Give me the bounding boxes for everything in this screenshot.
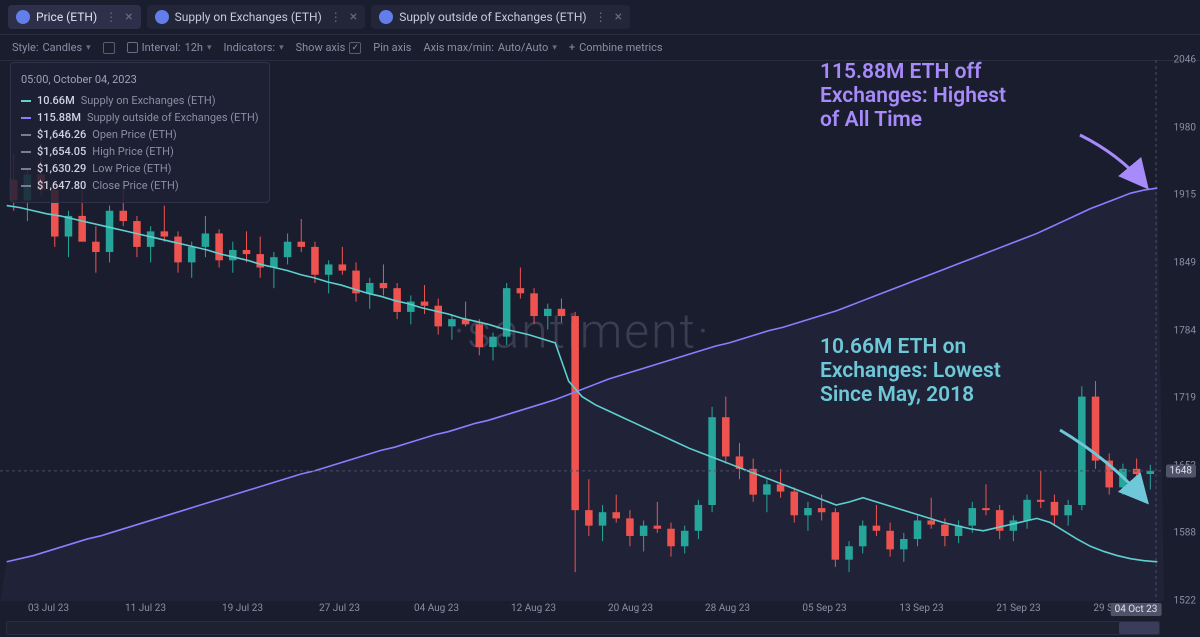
- eth-icon: [155, 10, 169, 24]
- x-tick: 05 Sep 23: [802, 603, 846, 614]
- y-tick: 1980: [1174, 123, 1196, 134]
- legend-row: 115.88MSupply outside of Exchanges (ETH): [21, 109, 259, 126]
- x-current-badge: 04 Oct 23: [1111, 603, 1162, 616]
- legend-row: $1,630.29Low Price (ETH): [21, 160, 259, 177]
- metric-tabs: Price (ETH) ⋮ × Supply on Exchanges (ETH…: [0, 0, 1200, 35]
- x-tick: 13 Sep 23: [899, 603, 943, 614]
- chevron-down-icon: ▾: [86, 43, 91, 53]
- checkbox-icon: ✓: [349, 42, 361, 54]
- show-axis-toggle[interactable]: Show axis ✓: [296, 41, 362, 54]
- annotation-on: 10.66M ETH onExchanges: LowestSince May,…: [820, 335, 1001, 407]
- y-tick: 1784: [1174, 325, 1196, 336]
- combine-metrics-button[interactable]: + Combine metrics: [569, 41, 663, 54]
- x-tick: 20 Aug 23: [608, 603, 653, 614]
- tab-supply-off[interactable]: Supply outside of Exchanges (ETH) ⋮ ×: [371, 5, 630, 29]
- tab-label: Price (ETH): [36, 10, 97, 24]
- x-tick: 04 Aug 23: [414, 603, 459, 614]
- annotation-off: 115.88M ETH offExchanges: Highestof All …: [820, 60, 1006, 132]
- plus-icon: +: [569, 41, 575, 54]
- legend-row: 10.66MSupply on Exchanges (ETH): [21, 92, 259, 109]
- tab-label: Supply on Exchanges (ETH): [175, 10, 322, 24]
- chart-toolbar: Style: Candles ▾ Interval: 12h ▾ Indicat…: [0, 35, 1200, 61]
- x-tick: 21 Sep 23: [996, 603, 1040, 614]
- eth-icon: [16, 10, 30, 24]
- chevron-down-icon: ▾: [279, 43, 284, 53]
- x-tick: 11 Jul 23: [125, 603, 166, 614]
- y-axis: 2046198019151849178417191653158815221648: [1164, 60, 1200, 601]
- layout-toggle[interactable]: [103, 42, 115, 54]
- x-tick: 19 Jul 23: [222, 603, 263, 614]
- y-tick: 1522: [1174, 596, 1196, 607]
- axis-range-selector[interactable]: Axis max/min: Auto/Auto ▾: [423, 41, 556, 54]
- x-tick: 28 Aug 23: [705, 603, 750, 614]
- y-tick: 1588: [1174, 527, 1196, 538]
- tab-price[interactable]: Price (ETH) ⋮ ×: [8, 5, 141, 29]
- eth-icon: [379, 10, 393, 24]
- calendar-icon: [127, 42, 138, 53]
- x-tick: 27 Jul 23: [319, 603, 360, 614]
- tab-more-icon[interactable]: ⋮: [103, 10, 119, 24]
- legend-row: $1,647.80Close Price (ETH): [21, 177, 259, 194]
- legend-row: $1,654.05High Price (ETH): [21, 143, 259, 160]
- y-tick: 1719: [1174, 392, 1196, 403]
- close-icon[interactable]: ×: [350, 9, 357, 25]
- tab-more-icon[interactable]: ⋮: [328, 10, 344, 24]
- y-tick: 1849: [1174, 258, 1196, 269]
- tab-more-icon[interactable]: ⋮: [593, 10, 609, 24]
- interval-selector[interactable]: Interval: 12h ▾: [127, 41, 212, 54]
- y-tick: 2046: [1174, 55, 1196, 66]
- close-icon[interactable]: ×: [125, 9, 132, 25]
- legend-tooltip: 05:00, October 04, 2023 10.66MSupply on …: [10, 62, 270, 203]
- tab-label: Supply outside of Exchanges (ETH): [399, 10, 586, 24]
- y-current-badge: 1648: [1166, 464, 1196, 477]
- y-tick: 1915: [1174, 190, 1196, 201]
- x-tick: 03 Jul 23: [28, 603, 69, 614]
- tab-supply-on[interactable]: Supply on Exchanges (ETH) ⋮ ×: [147, 5, 366, 29]
- pin-axis-button[interactable]: Pin axis: [373, 41, 411, 54]
- indicators-selector[interactable]: Indicators: ▾: [224, 41, 284, 54]
- chevron-down-icon: ▾: [552, 43, 557, 53]
- tooltip-timestamp: 05:00, October 04, 2023: [21, 71, 259, 88]
- legend-row: $1,646.26Open Price (ETH): [21, 126, 259, 143]
- close-icon[interactable]: ×: [615, 9, 622, 25]
- minimap[interactable]: [6, 621, 1160, 635]
- x-axis: 03 Jul 23 11 Jul 23 19 Jul 23 27 Jul 23 04 A…: [0, 603, 1164, 619]
- style-selector[interactable]: Style: Candles ▾: [12, 41, 91, 54]
- x-tick: 12 Aug 23: [511, 603, 556, 614]
- minimap-handle[interactable]: [1119, 622, 1159, 634]
- chevron-down-icon: ▾: [207, 43, 212, 53]
